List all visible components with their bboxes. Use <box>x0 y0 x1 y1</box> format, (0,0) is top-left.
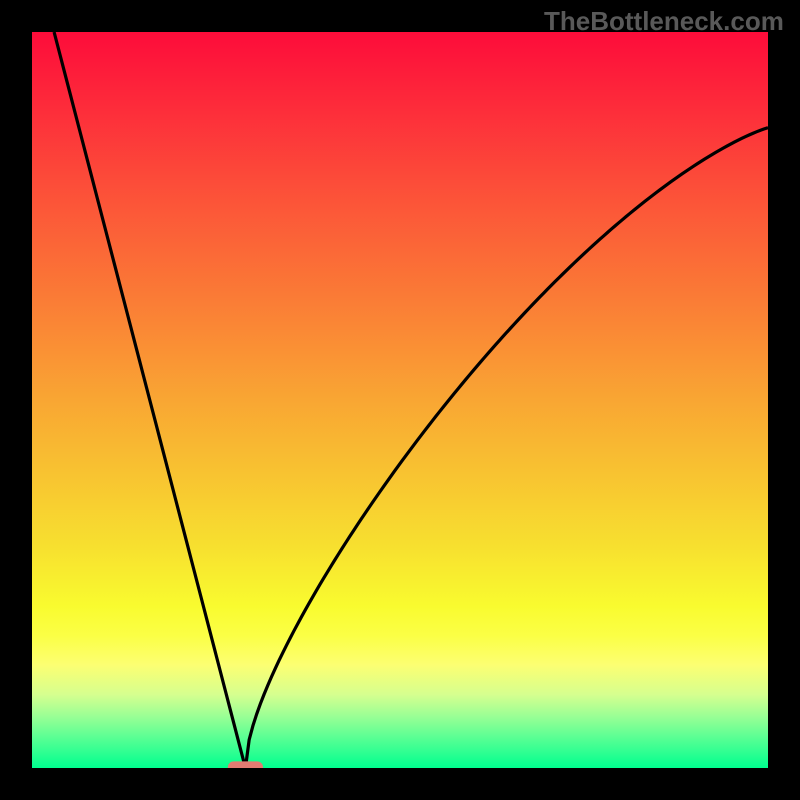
optimum-marker <box>228 761 263 768</box>
chart-stage: TheBottleneck.com <box>0 0 800 800</box>
gradient-background <box>32 32 768 768</box>
watermark-text: TheBottleneck.com <box>544 6 784 37</box>
plot-area <box>32 32 768 768</box>
chart-svg <box>32 32 768 768</box>
